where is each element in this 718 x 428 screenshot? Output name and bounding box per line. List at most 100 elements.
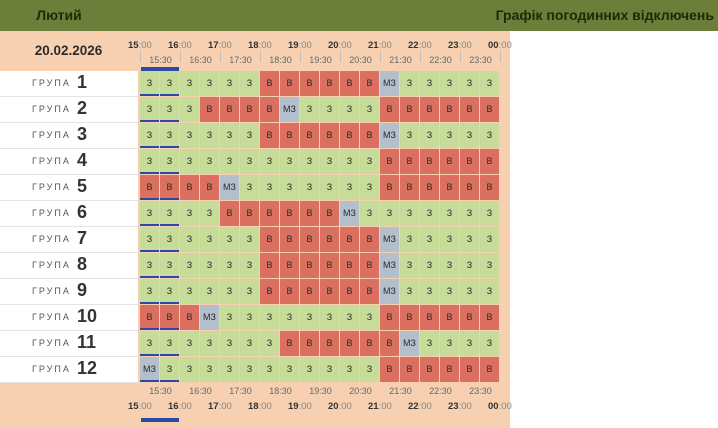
schedule-slot[interactable]: В	[380, 149, 399, 174]
schedule-slot[interactable]: З	[460, 201, 479, 226]
schedule-slot[interactable]: МЗ	[220, 175, 239, 200]
schedule-slot[interactable]: В	[300, 253, 319, 278]
schedule-slot[interactable]: З	[140, 123, 159, 148]
schedule-slot[interactable]: З	[480, 227, 499, 252]
schedule-slot[interactable]: В	[320, 123, 339, 148]
schedule-slot[interactable]: З	[140, 331, 159, 356]
schedule-slot[interactable]: В	[340, 279, 359, 304]
schedule-slot[interactable]: З	[200, 227, 219, 252]
schedule-slot[interactable]: З	[440, 227, 459, 252]
schedule-slot[interactable]: З	[140, 71, 159, 96]
schedule-slot[interactable]: З	[160, 123, 179, 148]
schedule-slot[interactable]: В	[380, 175, 399, 200]
schedule-slot[interactable]: В	[320, 331, 339, 356]
schedule-slot[interactable]: З	[300, 97, 319, 122]
schedule-slot[interactable]: З	[180, 97, 199, 122]
schedule-slot[interactable]: В	[280, 201, 299, 226]
schedule-slot[interactable]: З	[240, 123, 259, 148]
schedule-slot[interactable]: З	[200, 331, 219, 356]
schedule-slot[interactable]: З	[480, 123, 499, 148]
schedule-slot[interactable]: В	[260, 253, 279, 278]
schedule-slot[interactable]: В	[340, 71, 359, 96]
schedule-slot[interactable]: З	[220, 227, 239, 252]
schedule-slot[interactable]: З	[200, 71, 219, 96]
schedule-slot[interactable]: В	[420, 175, 439, 200]
schedule-slot[interactable]: З	[340, 305, 359, 330]
schedule-slot[interactable]: В	[280, 227, 299, 252]
schedule-slot[interactable]: З	[200, 123, 219, 148]
schedule-slot[interactable]: В	[360, 279, 379, 304]
schedule-slot[interactable]: З	[320, 149, 339, 174]
schedule-slot[interactable]: З	[460, 279, 479, 304]
schedule-slot[interactable]: В	[260, 201, 279, 226]
schedule-slot[interactable]: В	[300, 279, 319, 304]
schedule-slot[interactable]: В	[400, 97, 419, 122]
schedule-slot[interactable]: З	[180, 201, 199, 226]
schedule-slot[interactable]: З	[160, 227, 179, 252]
schedule-slot[interactable]: В	[320, 71, 339, 96]
schedule-slot[interactable]: В	[460, 149, 479, 174]
schedule-slot[interactable]: З	[200, 201, 219, 226]
schedule-slot[interactable]: В	[220, 97, 239, 122]
schedule-slot[interactable]: МЗ	[380, 123, 399, 148]
schedule-slot[interactable]: В	[420, 149, 439, 174]
schedule-slot[interactable]: З	[320, 97, 339, 122]
schedule-slot[interactable]: З	[440, 279, 459, 304]
schedule-slot[interactable]: З	[220, 305, 239, 330]
schedule-slot[interactable]: В	[440, 97, 459, 122]
schedule-slot[interactable]: З	[140, 227, 159, 252]
schedule-slot[interactable]: В	[140, 305, 159, 330]
schedule-slot[interactable]: В	[420, 97, 439, 122]
schedule-slot[interactable]: МЗ	[380, 227, 399, 252]
schedule-slot[interactable]: В	[440, 149, 459, 174]
schedule-slot[interactable]: З	[420, 71, 439, 96]
schedule-slot[interactable]: З	[240, 227, 259, 252]
schedule-slot[interactable]: З	[160, 71, 179, 96]
schedule-slot[interactable]: З	[480, 253, 499, 278]
schedule-slot[interactable]: В	[480, 357, 499, 382]
schedule-slot[interactable]: З	[320, 305, 339, 330]
schedule-slot[interactable]: З	[280, 305, 299, 330]
schedule-slot[interactable]: З	[400, 253, 419, 278]
schedule-slot[interactable]: В	[380, 357, 399, 382]
schedule-slot[interactable]: З	[140, 279, 159, 304]
schedule-slot[interactable]: МЗ	[280, 97, 299, 122]
schedule-slot[interactable]: МЗ	[380, 71, 399, 96]
schedule-slot[interactable]: В	[200, 175, 219, 200]
schedule-slot[interactable]: В	[440, 357, 459, 382]
schedule-slot[interactable]: З	[160, 149, 179, 174]
schedule-slot[interactable]: В	[360, 253, 379, 278]
schedule-slot[interactable]: В	[380, 305, 399, 330]
schedule-slot[interactable]: З	[240, 305, 259, 330]
schedule-slot[interactable]: З	[480, 71, 499, 96]
schedule-slot[interactable]: В	[160, 175, 179, 200]
schedule-slot[interactable]: З	[400, 201, 419, 226]
schedule-slot[interactable]: В	[280, 253, 299, 278]
schedule-slot[interactable]: В	[240, 97, 259, 122]
schedule-slot[interactable]: В	[320, 227, 339, 252]
schedule-slot[interactable]: З	[240, 149, 259, 174]
schedule-slot[interactable]: З	[180, 357, 199, 382]
schedule-slot[interactable]: З	[140, 149, 159, 174]
schedule-slot[interactable]: З	[400, 123, 419, 148]
schedule-slot[interactable]: В	[400, 175, 419, 200]
schedule-slot[interactable]: З	[180, 331, 199, 356]
schedule-slot[interactable]: З	[240, 71, 259, 96]
schedule-slot[interactable]: З	[260, 331, 279, 356]
schedule-slot[interactable]: З	[220, 253, 239, 278]
schedule-slot[interactable]: В	[380, 331, 399, 356]
schedule-slot[interactable]: В	[320, 201, 339, 226]
schedule-slot[interactable]: З	[340, 175, 359, 200]
schedule-slot[interactable]: З	[220, 357, 239, 382]
schedule-slot[interactable]: В	[400, 149, 419, 174]
schedule-slot[interactable]: В	[360, 123, 379, 148]
schedule-slot[interactable]: В	[280, 71, 299, 96]
schedule-slot[interactable]: З	[160, 279, 179, 304]
schedule-slot[interactable]: В	[340, 253, 359, 278]
schedule-slot[interactable]: З	[420, 331, 439, 356]
schedule-slot[interactable]: З	[180, 253, 199, 278]
schedule-slot[interactable]: З	[180, 227, 199, 252]
schedule-slot[interactable]: В	[460, 175, 479, 200]
schedule-slot[interactable]: З	[220, 279, 239, 304]
schedule-slot[interactable]: В	[360, 227, 379, 252]
